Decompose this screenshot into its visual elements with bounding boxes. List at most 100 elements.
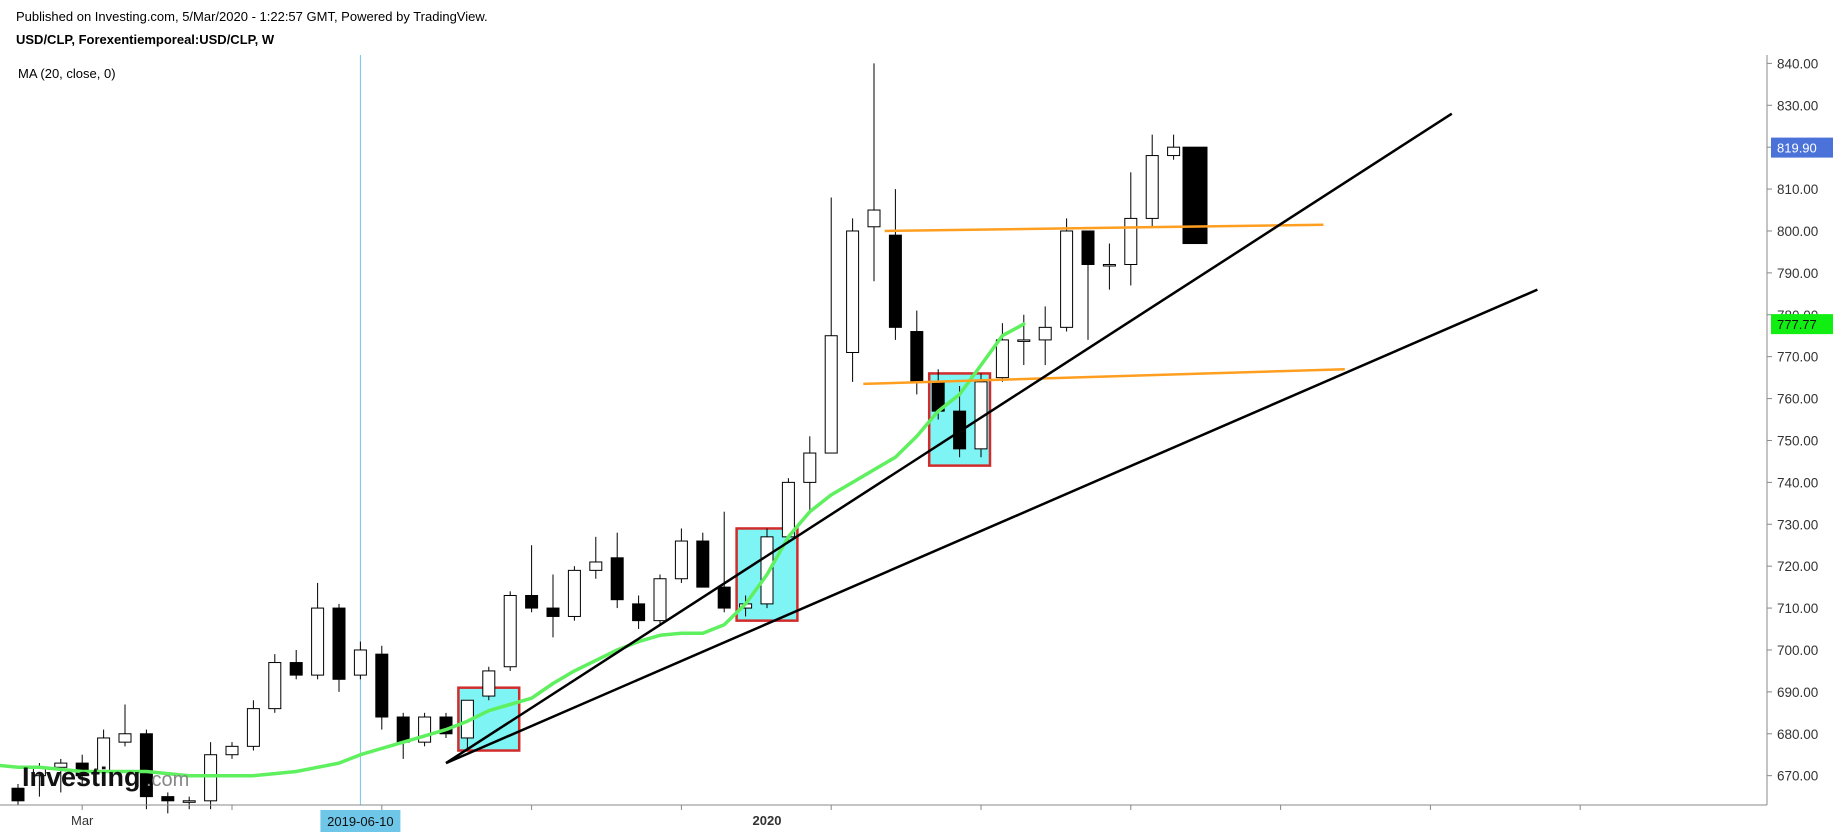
trend-line[interactable] [445,288,1538,765]
candle-body [1038,326,1052,341]
price-tick-label: 760.00 [1777,392,1818,407]
candle-body [396,716,410,743]
candle[interactable] [1060,218,1074,332]
candle[interactable] [696,532,710,588]
candle[interactable] [1145,134,1159,227]
indicator-label[interactable]: MA (20, close, 0) [18,66,116,81]
resistance-line[interactable] [863,367,1345,386]
resistance-line[interactable] [884,223,1324,233]
candle[interactable] [139,729,153,810]
candle-body [139,733,153,798]
candle[interactable] [332,603,346,692]
crosshair-date-tag [320,810,401,832]
candle-body [567,569,581,617]
price-tick-label: 840.00 [1777,56,1818,71]
candle[interactable] [1081,230,1095,340]
candle-body [161,796,175,802]
candle[interactable] [375,645,389,730]
axes: 670.00 680.00 690.00 700.00 710.00 720.00 730.… [0,55,1833,832]
candle-body [1145,155,1159,219]
candle[interactable] [1124,172,1138,286]
candle[interactable] [974,373,988,458]
candle[interactable] [503,591,517,671]
candle-body [482,670,496,697]
candle[interactable] [910,310,924,395]
candle[interactable] [674,528,688,583]
candle[interactable] [931,369,945,420]
candle[interactable] [867,63,881,282]
candle[interactable] [225,742,239,759]
candle-body [696,540,710,588]
candle-body [867,209,881,228]
candle[interactable] [632,595,646,630]
crosshair-date-label: 2019-06-10 [327,814,394,829]
price-tick-label: 810.00 [1777,182,1818,197]
candles [11,63,1208,814]
candle[interactable] [482,666,496,701]
ma-value-label: 777.77 [1777,317,1817,332]
candle-body [1124,217,1138,265]
price-tick-label: 740.00 [1777,475,1818,490]
time-tick-label: 2020 [753,813,782,828]
candle[interactable] [353,641,367,680]
candle-body [525,595,539,609]
candle[interactable] [1167,134,1181,160]
candle-body [225,745,239,756]
time-tick-label: Mar [71,813,94,828]
candle[interactable] [246,700,260,751]
candle[interactable] [311,582,325,680]
candle[interactable] [460,699,474,751]
candle[interactable] [824,197,838,454]
ma20-line[interactable] [0,322,1026,778]
candle[interactable] [182,796,196,810]
investing-logo: Investing .com [22,762,189,792]
candle-body [182,800,196,803]
candle-body [781,481,795,538]
candle[interactable] [396,712,410,759]
candle[interactable] [1038,306,1052,366]
price-tick-label: 750.00 [1777,433,1818,448]
candle[interactable] [846,218,860,382]
candle-body [546,607,560,617]
candle[interactable] [1017,314,1031,366]
candle-body [204,754,218,802]
price-tick-label: 770.00 [1777,350,1818,365]
candle[interactable] [589,536,603,579]
candle[interactable] [888,189,902,340]
drawn-lines [0,112,1538,778]
candle-body [674,540,688,580]
candle[interactable] [439,712,453,738]
candle[interactable] [118,704,132,747]
candle[interactable] [97,729,111,785]
candle[interactable] [546,574,560,638]
candle[interactable] [653,574,667,625]
candle-body [1081,230,1095,265]
candle[interactable] [54,758,68,793]
candle-body [11,787,25,802]
last-price-tag [1771,137,1833,158]
candle[interactable] [289,649,303,680]
candle[interactable] [11,784,25,805]
candle[interactable] [567,566,581,621]
candle-body [1182,146,1208,245]
candle[interactable] [1102,243,1116,290]
candle[interactable] [268,654,282,713]
candle[interactable] [717,511,731,613]
candle-body [910,331,924,383]
candle[interactable] [610,532,624,609]
price-tick-label: 800.00 [1777,224,1818,239]
candle-body [503,595,517,668]
candle[interactable] [803,436,817,512]
candle[interactable] [161,792,175,814]
price-tick-label: 730.00 [1777,517,1818,532]
candle[interactable] [418,712,432,747]
price-tick-label: 710.00 [1777,601,1818,616]
price-tick-label: 670.00 [1777,769,1818,784]
candle-body [610,557,624,601]
candle-body [846,230,860,353]
candle[interactable] [1182,146,1208,245]
candle[interactable] [995,323,1009,382]
trend-line[interactable] [445,112,1453,765]
candle[interactable] [525,545,539,613]
